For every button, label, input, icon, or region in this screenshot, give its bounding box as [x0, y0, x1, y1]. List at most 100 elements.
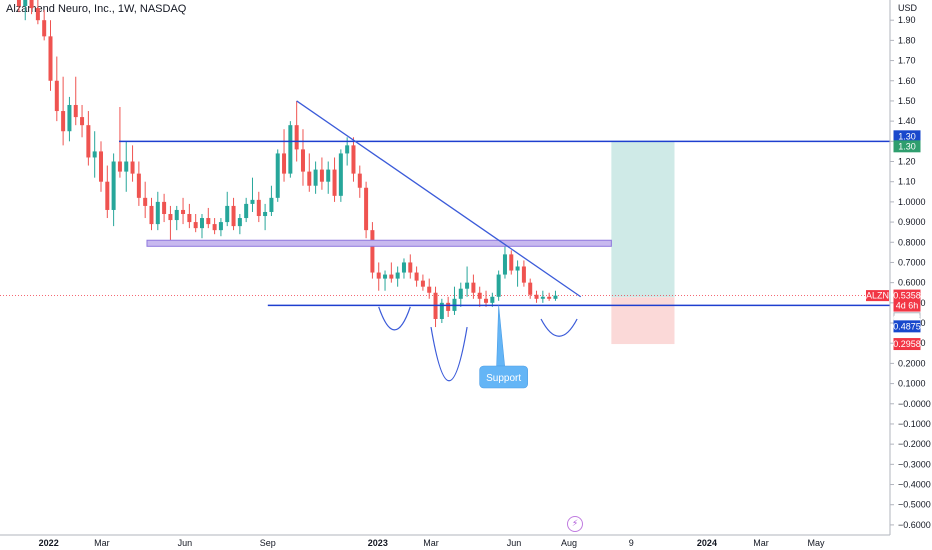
symbol-tag [866, 290, 889, 302]
candle-body [477, 292, 482, 299]
candle-body [547, 296, 552, 299]
candle-body [111, 161, 116, 210]
candle-body [553, 295, 558, 299]
candle-body [294, 125, 299, 150]
price-badge-label: 0.5358 [893, 291, 921, 301]
candle-body [540, 296, 545, 299]
candle-body [420, 280, 425, 287]
candle-body [105, 181, 110, 210]
price-tick-label: −0.3000 [898, 459, 931, 469]
candle-body [35, 8, 40, 21]
candle-body [288, 125, 293, 174]
price-tick-label: 1.60 [898, 76, 916, 86]
candle-body [427, 286, 432, 293]
candle-body [370, 230, 375, 273]
price-tick-label: 0.6000 [898, 278, 926, 288]
callout-box [479, 365, 528, 389]
descending-trendline [296, 100, 582, 298]
candle-body [29, 0, 34, 9]
candle-body [218, 222, 223, 231]
candle-body [225, 205, 230, 223]
candle-body [313, 169, 318, 186]
candle-body [16, 0, 21, 7]
candle-body [187, 214, 192, 223]
candle-body [307, 171, 312, 186]
callout-pointer [496, 305, 505, 367]
price-tick-label: 1.70 [898, 56, 916, 66]
candle-body [86, 125, 91, 158]
time-tick-label: Mar [753, 538, 769, 548]
price-tick-label: −0.2000 [898, 439, 931, 449]
candle-body [199, 218, 204, 229]
price-tick-label: 1.90 [898, 15, 916, 25]
callout-label: Support [486, 373, 521, 384]
candle-body [319, 169, 324, 182]
candle-body [414, 272, 419, 281]
time-tick-label: 2023 [368, 538, 388, 548]
time-tick-label: Jun [507, 538, 522, 548]
candle-body [471, 282, 476, 293]
candle-body [521, 266, 526, 283]
candle-body [48, 36, 53, 81]
candle-body [332, 169, 337, 196]
candle-body [206, 218, 211, 225]
price-tick-label: 1.80 [898, 35, 916, 45]
candle-body [484, 298, 489, 303]
candle-body [54, 80, 59, 112]
time-tick-label: Aug [561, 538, 577, 548]
price-tick-label: 1.40 [898, 116, 916, 126]
candle-body [80, 117, 85, 126]
candle-body [136, 173, 141, 198]
price-tick-label: −0.5000 [898, 500, 931, 510]
price-badge-label: 0.5276 [893, 313, 921, 323]
candle-body [174, 209, 179, 221]
candle-body [67, 104, 72, 132]
left-shoulder-arc [378, 306, 411, 331]
candle-body [92, 151, 97, 158]
currency-label: USD [898, 3, 918, 13]
candle-body [168, 214, 173, 221]
candle-body [143, 197, 148, 206]
price-badge-label: 0.4875 [893, 321, 921, 331]
candle-body [181, 209, 186, 214]
candle-body [338, 153, 343, 196]
symbol-tag-label: ALZN [866, 291, 889, 301]
candle-body [395, 272, 400, 279]
time-tick-label: 2024 [697, 538, 717, 548]
candle-body [263, 211, 268, 217]
candle-body [351, 145, 356, 174]
candle-body [326, 169, 331, 182]
stop-zone [611, 297, 675, 345]
price-tick-label: −0.6000 [898, 520, 931, 530]
time-tick-label: Jun [178, 538, 193, 548]
event-bolt-icon[interactable]: ⚡ [567, 516, 583, 532]
candle-body [275, 153, 280, 198]
candle-body [408, 262, 413, 273]
candle-body [458, 288, 463, 299]
candle-body [502, 254, 507, 275]
candle-body [193, 222, 198, 229]
price-tick-label: 1.10 [898, 177, 916, 187]
candle-body [515, 266, 520, 271]
price-tick-label: 0.1000 [898, 379, 926, 389]
candle-body [300, 149, 305, 172]
candle-body [269, 197, 274, 212]
price-badge-label: 1.30 [898, 141, 916, 151]
price-tick-label: −0.0000 [898, 399, 931, 409]
candle-body [256, 199, 261, 217]
candle-body [42, 20, 47, 37]
head-arc [430, 326, 468, 382]
candle-body [446, 302, 451, 311]
price-tick-label: 1.20 [898, 157, 916, 167]
time-tick-label: Mar [423, 538, 439, 548]
price-badge-label: 0.2958 [893, 339, 921, 349]
price-badge [893, 320, 921, 333]
time-tick-label: Sep [260, 538, 276, 548]
candle-body [61, 111, 66, 132]
candle-body [345, 145, 350, 154]
candle-body [376, 272, 381, 279]
candle-body [389, 274, 394, 279]
price-badge [893, 140, 921, 153]
candle-body [282, 153, 287, 174]
